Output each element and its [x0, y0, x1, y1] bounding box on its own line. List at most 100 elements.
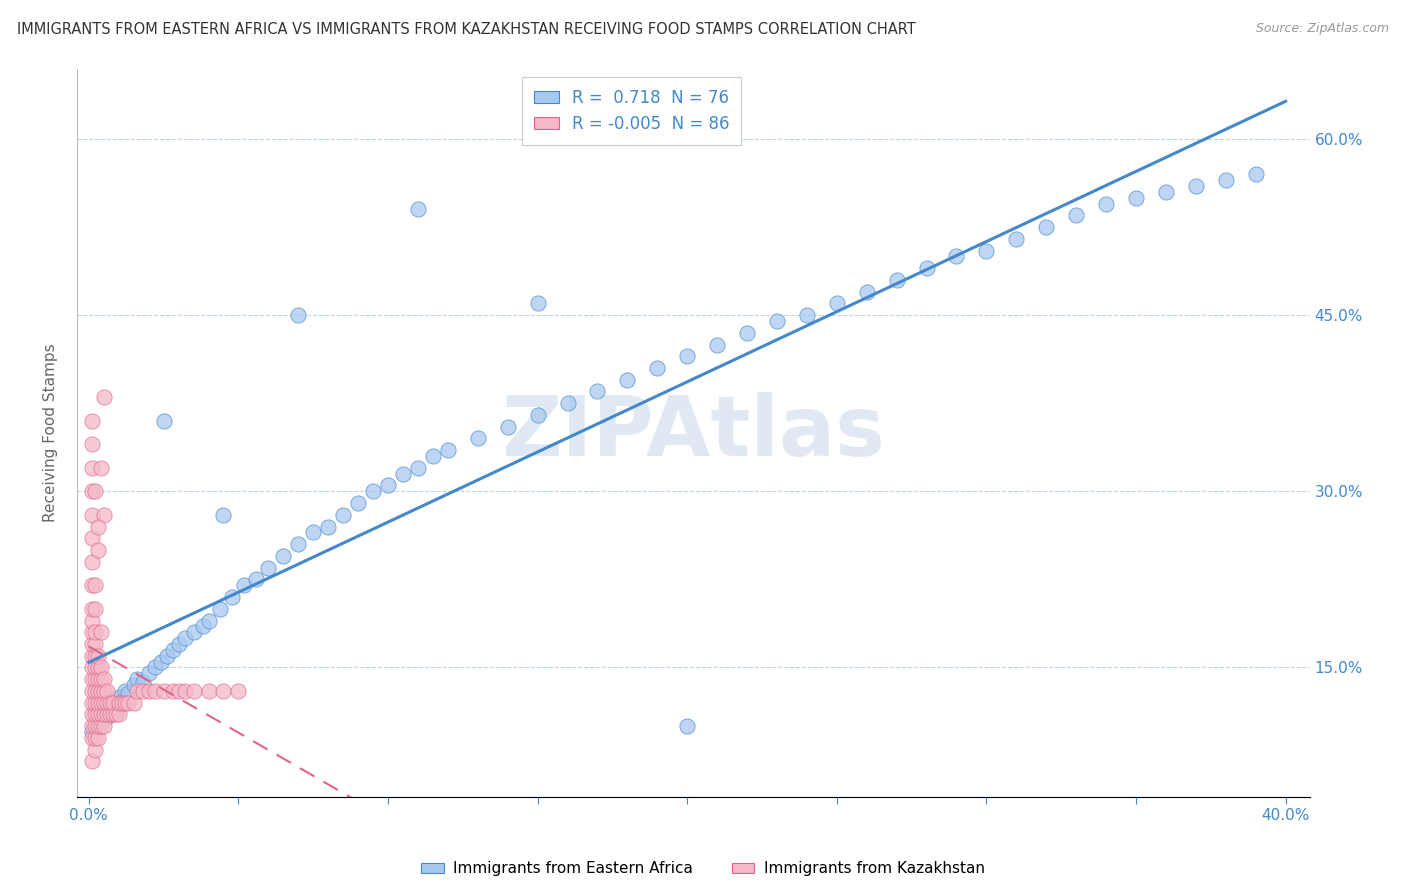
- Point: [616, 373, 638, 387]
- Legend: R =  0.718  N = 76, R = -0.005  N = 86: R = 0.718 N = 76, R = -0.005 N = 86: [522, 77, 741, 145]
- Point: [83, 660, 105, 674]
- Point: [406, 202, 429, 217]
- Legend: Immigrants from Eastern Africa, Immigrants from Kazakhstan: Immigrants from Eastern Africa, Immigran…: [415, 855, 991, 882]
- Point: [111, 696, 134, 710]
- Point: [197, 684, 219, 698]
- Point: [90, 696, 112, 710]
- Point: [526, 408, 548, 422]
- Point: [107, 690, 129, 704]
- Point: [437, 443, 460, 458]
- Point: [80, 625, 103, 640]
- Point: [167, 684, 190, 698]
- Point: [586, 384, 609, 399]
- Point: [117, 696, 139, 710]
- Point: [1244, 167, 1267, 181]
- Point: [80, 684, 103, 698]
- Point: [183, 625, 205, 640]
- Point: [101, 696, 124, 710]
- Point: [90, 625, 112, 640]
- Point: [80, 555, 103, 569]
- Point: [93, 707, 115, 722]
- Point: [676, 719, 699, 733]
- Point: [183, 684, 205, 698]
- Point: [83, 684, 105, 698]
- Point: [80, 731, 103, 745]
- Point: [90, 672, 112, 686]
- Point: [125, 672, 148, 686]
- Point: [212, 684, 235, 698]
- Point: [676, 349, 699, 363]
- Point: [87, 648, 110, 663]
- Point: [257, 560, 280, 574]
- Point: [1005, 232, 1028, 246]
- Point: [796, 308, 818, 322]
- Point: [271, 549, 294, 563]
- Point: [645, 361, 668, 376]
- Point: [96, 684, 118, 698]
- Point: [125, 684, 148, 698]
- Point: [162, 643, 184, 657]
- Point: [245, 573, 267, 587]
- Point: [1035, 220, 1057, 235]
- Point: [80, 672, 103, 686]
- Point: [945, 249, 967, 263]
- Point: [83, 731, 105, 745]
- Point: [1215, 173, 1237, 187]
- Point: [80, 719, 103, 733]
- Point: [83, 625, 105, 640]
- Point: [377, 478, 399, 492]
- Point: [96, 696, 118, 710]
- Point: [93, 719, 115, 733]
- Point: [98, 698, 121, 712]
- Point: [361, 484, 384, 499]
- Point: [287, 308, 309, 322]
- Point: [83, 719, 105, 733]
- Point: [83, 484, 105, 499]
- Point: [96, 710, 118, 724]
- Point: [93, 696, 115, 710]
- Point: [1125, 191, 1147, 205]
- Point: [80, 696, 103, 710]
- Point: [766, 314, 789, 328]
- Point: [104, 701, 127, 715]
- Point: [316, 519, 339, 533]
- Point: [122, 696, 145, 710]
- Point: [80, 437, 103, 451]
- Point: [131, 674, 153, 689]
- Point: [496, 419, 519, 434]
- Point: [80, 460, 103, 475]
- Point: [332, 508, 354, 522]
- Point: [209, 601, 232, 615]
- Point: [83, 707, 105, 722]
- Point: [107, 696, 129, 710]
- Point: [114, 696, 136, 710]
- Point: [83, 696, 105, 710]
- Point: [156, 648, 179, 663]
- Point: [392, 467, 415, 481]
- Point: [152, 684, 174, 698]
- Point: [83, 719, 105, 733]
- Point: [93, 390, 115, 404]
- Point: [347, 496, 370, 510]
- Point: [107, 707, 129, 722]
- Point: [93, 508, 115, 522]
- Point: [80, 601, 103, 615]
- Point: [98, 696, 121, 710]
- Point: [138, 666, 160, 681]
- Point: [855, 285, 877, 299]
- Point: [90, 701, 112, 715]
- Point: [80, 414, 103, 428]
- Point: [83, 637, 105, 651]
- Point: [422, 449, 444, 463]
- Point: [90, 684, 112, 698]
- Point: [80, 484, 103, 499]
- Point: [93, 672, 115, 686]
- Point: [83, 742, 105, 756]
- Y-axis label: Receiving Food Stamps: Receiving Food Stamps: [44, 343, 58, 522]
- Point: [83, 672, 105, 686]
- Point: [228, 684, 250, 698]
- Point: [1064, 208, 1087, 222]
- Point: [87, 519, 110, 533]
- Point: [114, 684, 136, 698]
- Point: [101, 707, 124, 722]
